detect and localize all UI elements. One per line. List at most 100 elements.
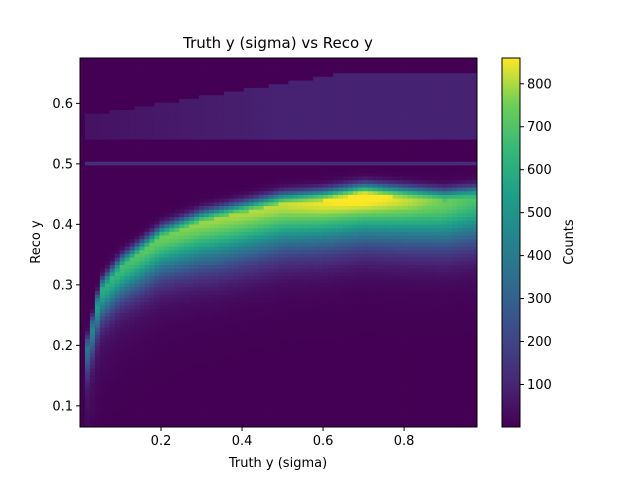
heatmap-cell — [99, 264, 106, 269]
heatmap-cell — [154, 176, 160, 181]
heatmap-cell — [159, 105, 165, 111]
heatmap-cell — [109, 72, 116, 77]
heatmap-cell — [308, 249, 314, 254]
heatmap-cell — [263, 242, 269, 247]
heatmap-cell — [129, 297, 135, 302]
heatmap-cell — [109, 319, 116, 325]
heatmap-cell — [119, 113, 126, 118]
heatmap-cell — [134, 356, 140, 361]
heatmap-cell — [258, 120, 265, 125]
heatmap-cell — [194, 264, 200, 269]
heatmap-cell — [308, 260, 314, 266]
heatmap-cell — [228, 397, 235, 402]
heatmap-cell — [248, 257, 255, 262]
heatmap-cell — [169, 235, 175, 240]
heatmap-cell — [84, 117, 91, 122]
heatmap-cell — [268, 72, 274, 77]
heatmap-cell — [263, 72, 269, 77]
heatmap-cell — [288, 249, 294, 254]
heatmap-cell — [243, 194, 250, 199]
heatmap-cell — [149, 312, 155, 317]
heatmap-cell — [80, 190, 86, 195]
heatmap-cell — [313, 312, 319, 317]
heatmap-cell — [94, 135, 101, 140]
heatmap-cell — [179, 415, 185, 421]
heatmap-cell — [169, 80, 175, 85]
heatmap-cell — [268, 275, 274, 280]
heatmap-cell — [89, 187, 96, 192]
heatmap-cell — [104, 327, 111, 332]
heatmap-cell — [129, 201, 135, 206]
heatmap-cell — [223, 353, 230, 358]
heatmap-cell — [114, 242, 121, 247]
heatmap-cell — [248, 131, 255, 136]
heatmap-cell — [154, 297, 160, 302]
heatmap-cell — [213, 102, 220, 107]
heatmap-cell — [134, 342, 140, 347]
heatmap-cell — [109, 327, 116, 332]
heatmap-cell — [218, 235, 225, 240]
heatmap-cell — [204, 275, 210, 280]
heatmap-cell — [174, 253, 180, 258]
heatmap-cell — [89, 386, 96, 391]
heatmap-cell — [273, 69, 279, 74]
heatmap-cell — [134, 397, 140, 402]
heatmap-cell — [204, 297, 210, 302]
heatmap-cell — [278, 150, 284, 155]
heatmap-cell — [164, 349, 170, 354]
heatmap-cell — [308, 98, 314, 103]
heatmap-cell — [323, 393, 329, 398]
heatmap-cell — [139, 349, 145, 354]
heatmap-cell — [109, 268, 116, 273]
heatmap-cell — [154, 183, 160, 188]
heatmap-cell — [149, 194, 155, 199]
heatmap-cell — [268, 364, 274, 369]
heatmap-cell — [273, 419, 279, 424]
heatmap-cell — [94, 297, 101, 302]
heatmap-cell — [189, 260, 195, 266]
heatmap-cell — [283, 176, 289, 181]
heatmap-cell — [313, 120, 319, 125]
heatmap-cell — [89, 264, 96, 269]
heatmap-cell — [114, 131, 121, 136]
heatmap-cell — [288, 117, 294, 122]
heatmap-cell — [283, 224, 289, 229]
heatmap-cell — [154, 334, 160, 339]
heatmap-cell — [189, 139, 195, 144]
heatmap-cell — [89, 415, 96, 421]
heatmap-cell — [268, 91, 274, 96]
heatmap-cell — [263, 408, 269, 413]
heatmap-cell — [243, 275, 250, 280]
heatmap-cell — [228, 172, 235, 177]
heatmap-cell — [238, 76, 245, 81]
heatmap-cell — [104, 135, 111, 140]
heatmap-cell — [323, 319, 329, 325]
heatmap-cell — [124, 153, 131, 159]
heatmap-cell — [84, 401, 91, 406]
heatmap-cell — [149, 423, 155, 428]
heatmap-cell — [194, 319, 200, 325]
heatmap-cell — [243, 342, 250, 347]
heatmap-cell — [194, 242, 200, 247]
heatmap-cell — [94, 238, 101, 243]
heatmap-cell — [184, 379, 190, 384]
heatmap-cell — [213, 364, 220, 369]
heatmap-cell — [213, 105, 220, 111]
heatmap-cell — [278, 379, 284, 384]
heatmap-cell — [308, 105, 314, 111]
heatmap-cell — [248, 205, 255, 210]
heatmap-cell — [169, 279, 175, 284]
heatmap-cell — [273, 279, 279, 284]
heatmap-cell — [298, 58, 304, 63]
heatmap-cell — [283, 342, 289, 347]
heatmap-cell — [104, 312, 111, 317]
heatmap-cell — [89, 80, 96, 85]
heatmap-cell — [80, 301, 86, 306]
heatmap-cell — [268, 349, 274, 354]
heatmap-cell — [80, 386, 86, 391]
heatmap-cell — [114, 209, 121, 214]
heatmap-cell — [268, 390, 274, 395]
heatmap-cell — [139, 382, 145, 387]
heatmap-cell — [283, 146, 289, 151]
heatmap-cell — [293, 205, 299, 210]
